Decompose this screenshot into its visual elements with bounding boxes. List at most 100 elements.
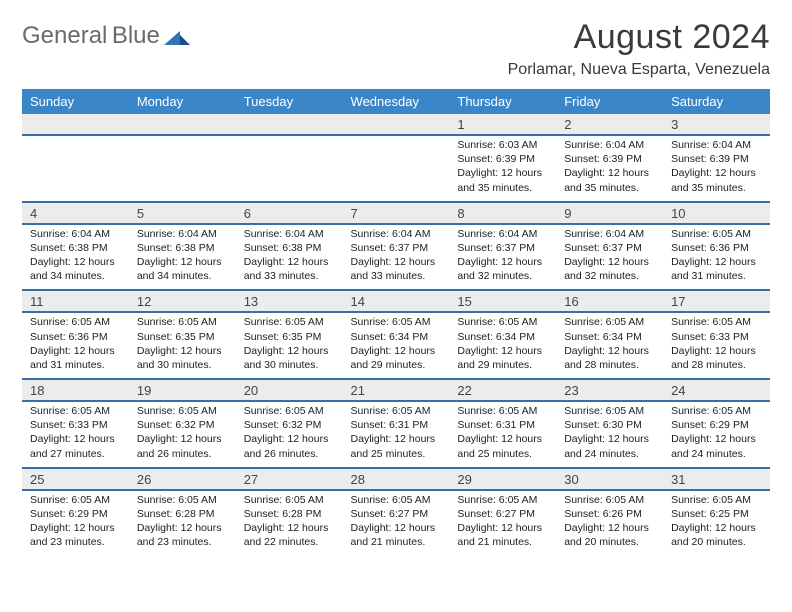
day-info: Sunrise: 6:05 AMSunset: 6:31 PMDaylight:… — [343, 402, 450, 467]
calendar-day-info-cell: Sunrise: 6:05 AMSunset: 6:34 PMDaylight:… — [556, 312, 663, 379]
weekday-header: Thursday — [449, 89, 556, 114]
sunrise-text: Sunrise: 6:05 AM — [564, 315, 655, 329]
day-info: Sunrise: 6:05 AMSunset: 6:33 PMDaylight:… — [663, 313, 770, 378]
day-info: Sunrise: 6:05 AMSunset: 6:35 PMDaylight:… — [236, 313, 343, 378]
calendar-day-info-cell: Sunrise: 6:04 AMSunset: 6:39 PMDaylight:… — [556, 135, 663, 202]
calendar-table: SundayMondayTuesdayWednesdayThursdayFrid… — [22, 89, 770, 555]
calendar-day-info-cell: Sunrise: 6:03 AMSunset: 6:39 PMDaylight:… — [449, 135, 556, 202]
day-info: Sunrise: 6:03 AMSunset: 6:39 PMDaylight:… — [449, 136, 556, 201]
calendar-day-info-cell: Sunrise: 6:04 AMSunset: 6:39 PMDaylight:… — [663, 135, 770, 202]
day-number: 20 — [236, 380, 343, 400]
calendar-day-cell: 11 — [22, 290, 129, 312]
calendar-day-cell: 8 — [449, 202, 556, 224]
calendar-day-info-cell — [236, 135, 343, 202]
calendar-day-info-cell: Sunrise: 6:05 AMSunset: 6:26 PMDaylight:… — [556, 490, 663, 556]
sunset-text: Sunset: 6:36 PM — [671, 241, 762, 255]
calendar-day-info-cell — [129, 135, 236, 202]
sunset-text: Sunset: 6:29 PM — [30, 507, 121, 521]
day-info: Sunrise: 6:05 AMSunset: 6:29 PMDaylight:… — [22, 491, 129, 556]
daylight-text: Daylight: 12 hours and 26 minutes. — [137, 432, 228, 460]
sunrise-text: Sunrise: 6:05 AM — [244, 315, 335, 329]
daylight-text: Daylight: 12 hours and 34 minutes. — [137, 255, 228, 283]
sunset-text: Sunset: 6:28 PM — [244, 507, 335, 521]
calendar-day-info-cell: Sunrise: 6:05 AMSunset: 6:25 PMDaylight:… — [663, 490, 770, 556]
daylight-text: Daylight: 12 hours and 33 minutes. — [351, 255, 442, 283]
calendar-day-info-cell — [343, 135, 450, 202]
sunrise-text: Sunrise: 6:04 AM — [457, 227, 548, 241]
sunrise-text: Sunrise: 6:05 AM — [351, 315, 442, 329]
calendar-day-cell: 23 — [556, 379, 663, 401]
calendar-day-cell: 31 — [663, 468, 770, 490]
daylight-text: Daylight: 12 hours and 31 minutes. — [671, 255, 762, 283]
daylight-text: Daylight: 12 hours and 24 minutes. — [671, 432, 762, 460]
sunset-text: Sunset: 6:35 PM — [137, 330, 228, 344]
title-block: August 2024 Porlamar, Nueva Esparta, Ven… — [508, 18, 770, 79]
calendar-day-info-cell: Sunrise: 6:04 AMSunset: 6:37 PMDaylight:… — [556, 224, 663, 291]
day-number: 22 — [449, 380, 556, 400]
day-number: 7 — [343, 203, 450, 223]
day-info: Sunrise: 6:05 AMSunset: 6:36 PMDaylight:… — [22, 313, 129, 378]
calendar-day-info-cell: Sunrise: 6:04 AMSunset: 6:38 PMDaylight:… — [129, 224, 236, 291]
sunset-text: Sunset: 6:32 PM — [244, 418, 335, 432]
calendar-day-cell: 29 — [449, 468, 556, 490]
brand-mark-icon — [164, 27, 190, 49]
calendar-day-info-cell: Sunrise: 6:05 AMSunset: 6:31 PMDaylight:… — [343, 401, 450, 468]
daylight-text: Daylight: 12 hours and 20 minutes. — [564, 521, 655, 549]
sunrise-text: Sunrise: 6:05 AM — [671, 493, 762, 507]
day-number: 8 — [449, 203, 556, 223]
day-info: Sunrise: 6:04 AMSunset: 6:39 PMDaylight:… — [663, 136, 770, 201]
daylight-text: Daylight: 12 hours and 29 minutes. — [457, 344, 548, 372]
day-info: Sunrise: 6:05 AMSunset: 6:27 PMDaylight:… — [343, 491, 450, 556]
daylight-text: Daylight: 12 hours and 20 minutes. — [671, 521, 762, 549]
calendar-day-cell: 21 — [343, 379, 450, 401]
day-info: Sunrise: 6:05 AMSunset: 6:28 PMDaylight:… — [236, 491, 343, 556]
day-info: Sunrise: 6:05 AMSunset: 6:34 PMDaylight:… — [556, 313, 663, 378]
daylight-text: Daylight: 12 hours and 27 minutes. — [30, 432, 121, 460]
calendar-day-cell: 27 — [236, 468, 343, 490]
day-number — [343, 114, 450, 132]
sunrise-text: Sunrise: 6:05 AM — [30, 493, 121, 507]
day-info: Sunrise: 6:05 AMSunset: 6:26 PMDaylight:… — [556, 491, 663, 556]
day-number: 30 — [556, 469, 663, 489]
daylight-text: Daylight: 12 hours and 22 minutes. — [244, 521, 335, 549]
calendar-week-info-row: Sunrise: 6:05 AMSunset: 6:29 PMDaylight:… — [22, 490, 770, 556]
weekday-header: Sunday — [22, 89, 129, 114]
daylight-text: Daylight: 12 hours and 32 minutes. — [457, 255, 548, 283]
day-number — [236, 114, 343, 132]
day-number: 25 — [22, 469, 129, 489]
sunrise-text: Sunrise: 6:04 AM — [564, 138, 655, 152]
calendar-day-info-cell: Sunrise: 6:05 AMSunset: 6:29 PMDaylight:… — [663, 401, 770, 468]
daylight-text: Daylight: 12 hours and 24 minutes. — [564, 432, 655, 460]
day-info — [129, 136, 236, 196]
sunset-text: Sunset: 6:38 PM — [244, 241, 335, 255]
day-info: Sunrise: 6:05 AMSunset: 6:33 PMDaylight:… — [22, 402, 129, 467]
calendar-day-info-cell: Sunrise: 6:05 AMSunset: 6:30 PMDaylight:… — [556, 401, 663, 468]
day-info: Sunrise: 6:04 AMSunset: 6:37 PMDaylight:… — [449, 225, 556, 290]
sunset-text: Sunset: 6:34 PM — [457, 330, 548, 344]
sunrise-text: Sunrise: 6:05 AM — [457, 315, 548, 329]
day-number: 15 — [449, 291, 556, 311]
day-info: Sunrise: 6:05 AMSunset: 6:34 PMDaylight:… — [449, 313, 556, 378]
day-number: 21 — [343, 380, 450, 400]
daylight-text: Daylight: 12 hours and 30 minutes. — [244, 344, 335, 372]
calendar-day-cell: 13 — [236, 290, 343, 312]
calendar-day-cell: 12 — [129, 290, 236, 312]
day-info: Sunrise: 6:04 AMSunset: 6:38 PMDaylight:… — [22, 225, 129, 290]
calendar-day-cell: 9 — [556, 202, 663, 224]
weekday-header: Saturday — [663, 89, 770, 114]
page-title: August 2024 — [508, 18, 770, 57]
weekday-header: Tuesday — [236, 89, 343, 114]
sunset-text: Sunset: 6:27 PM — [457, 507, 548, 521]
daylight-text: Daylight: 12 hours and 25 minutes. — [351, 432, 442, 460]
daylight-text: Daylight: 12 hours and 33 minutes. — [244, 255, 335, 283]
sunrise-text: Sunrise: 6:04 AM — [137, 227, 228, 241]
calendar-day-cell: 24 — [663, 379, 770, 401]
sunset-text: Sunset: 6:37 PM — [457, 241, 548, 255]
sunset-text: Sunset: 6:28 PM — [137, 507, 228, 521]
calendar-day-cell — [343, 114, 450, 135]
calendar-week-info-row: Sunrise: 6:05 AMSunset: 6:33 PMDaylight:… — [22, 401, 770, 468]
sunrise-text: Sunrise: 6:05 AM — [30, 315, 121, 329]
calendar-day-info-cell: Sunrise: 6:05 AMSunset: 6:32 PMDaylight:… — [129, 401, 236, 468]
calendar-day-cell: 19 — [129, 379, 236, 401]
calendar-day-cell: 18 — [22, 379, 129, 401]
